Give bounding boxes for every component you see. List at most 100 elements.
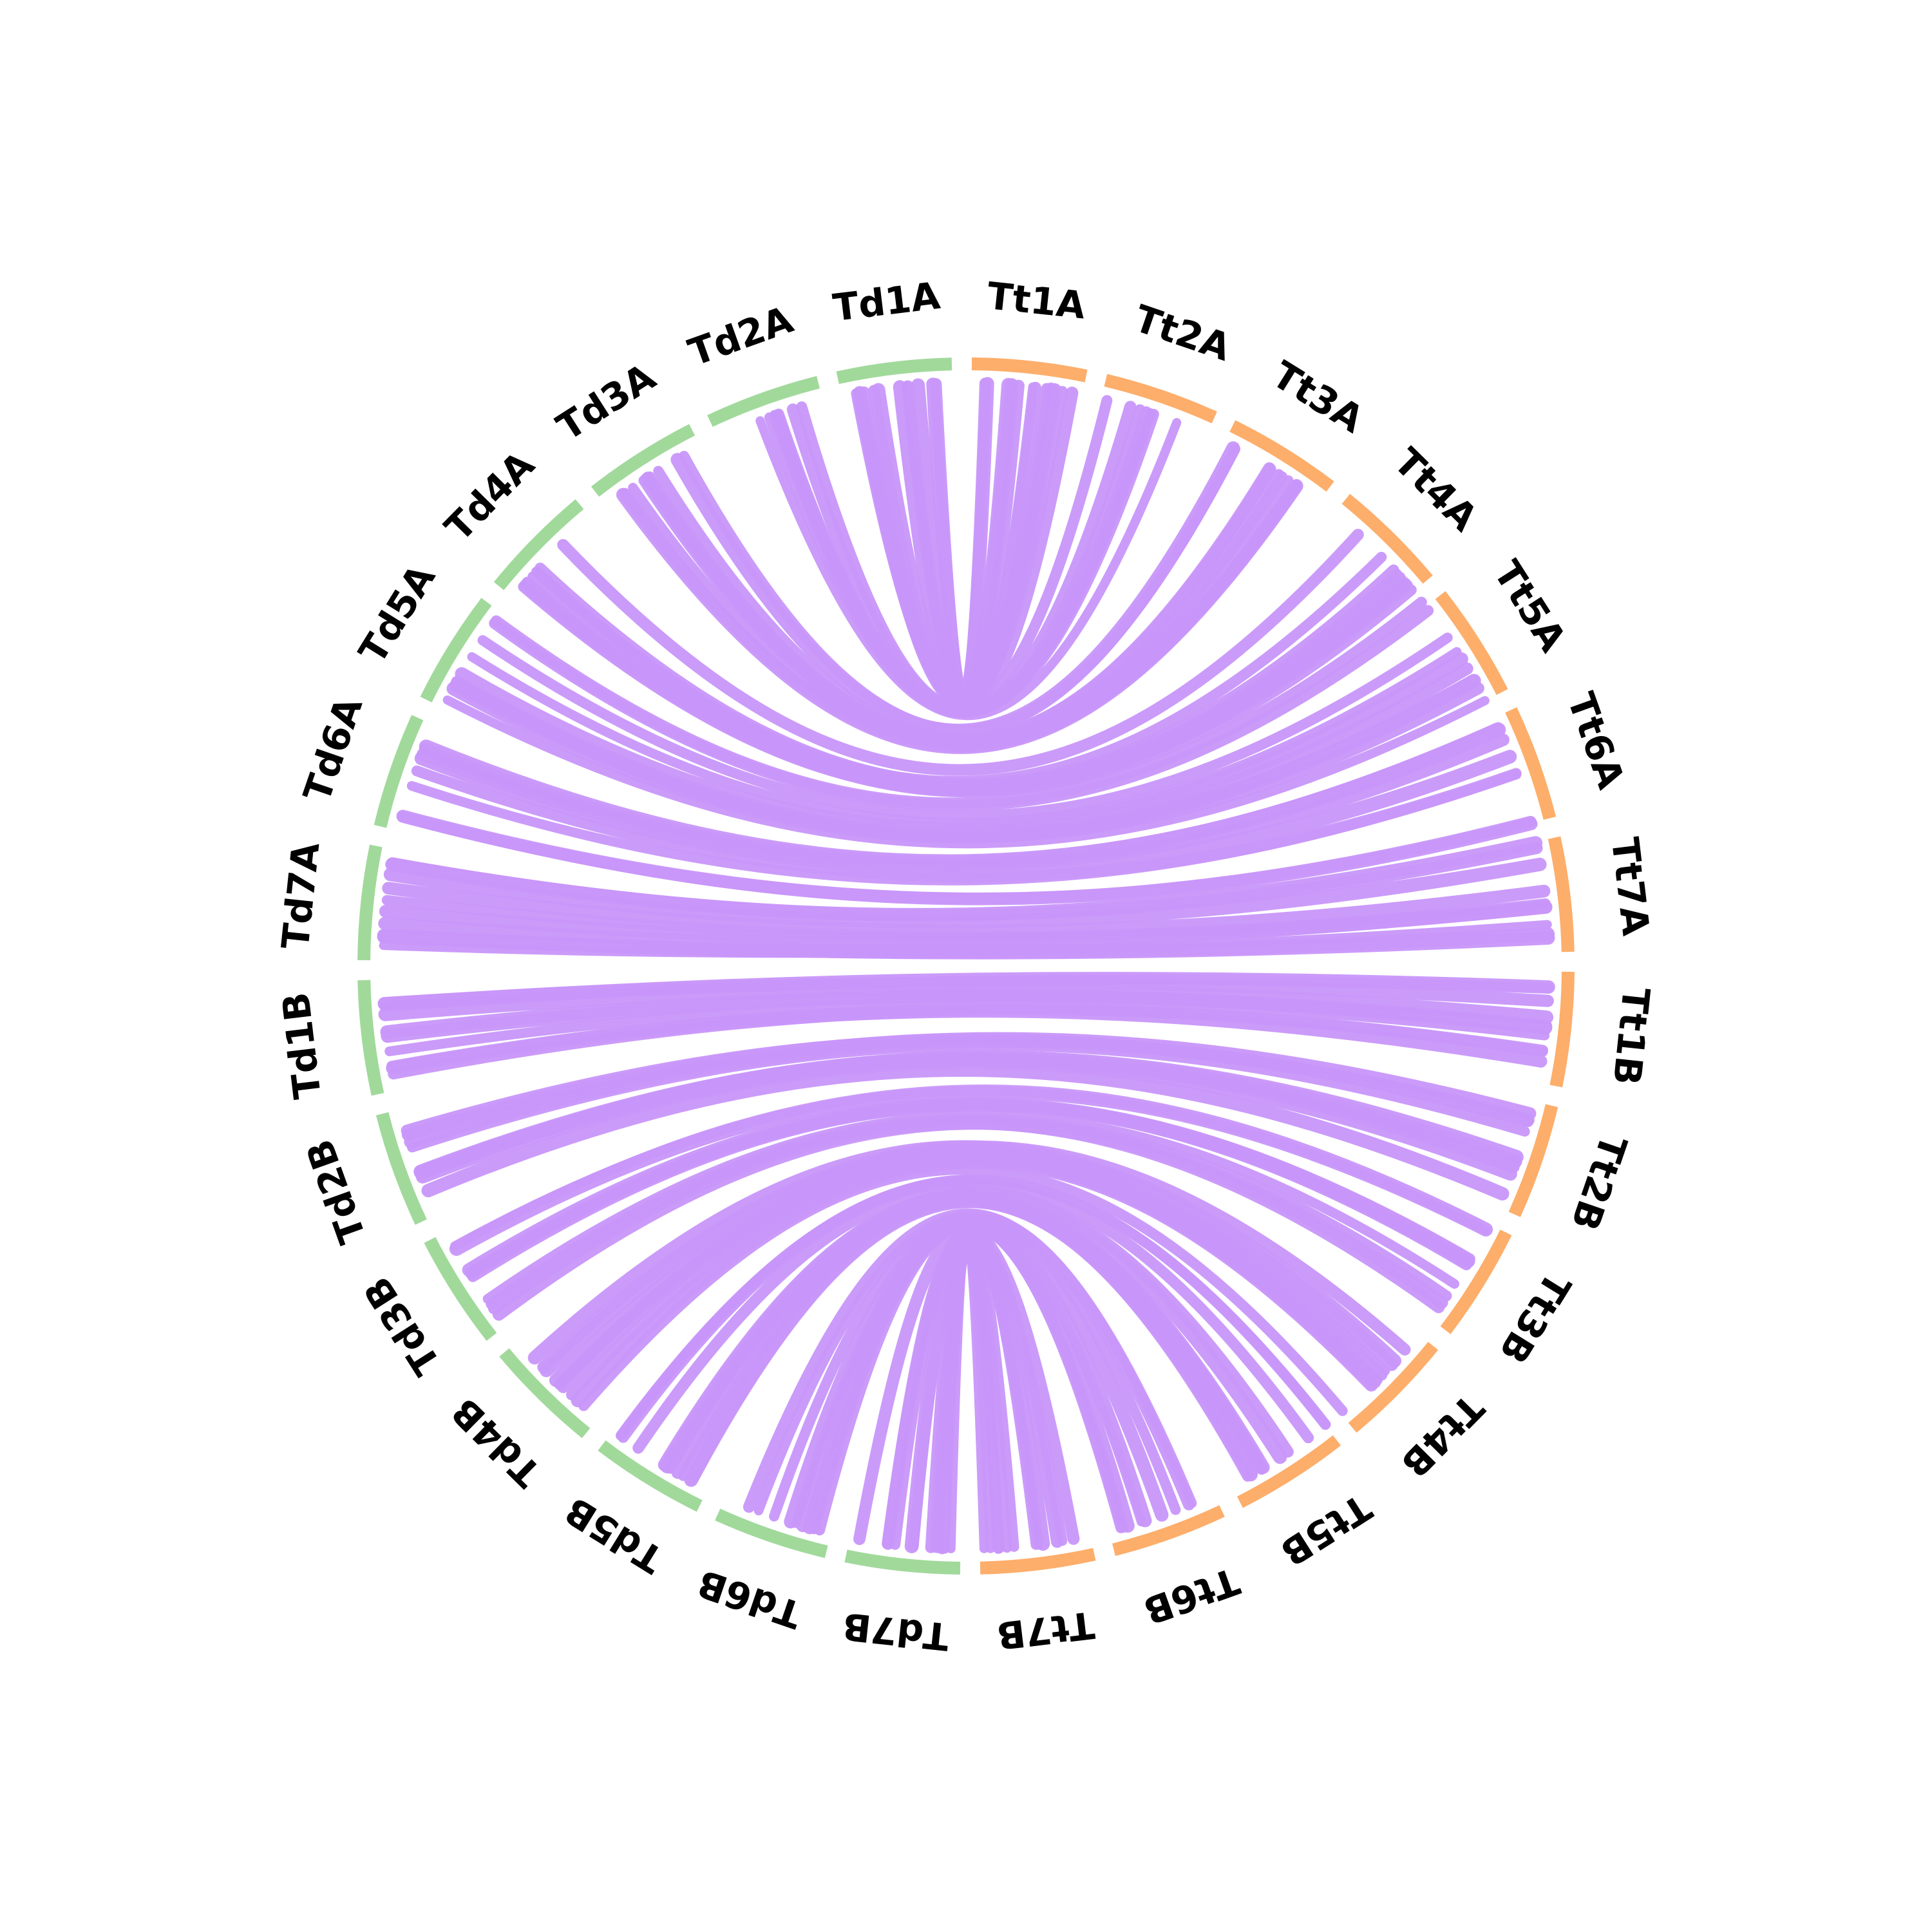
link-curve bbox=[796, 1215, 1152, 1533]
links-layer bbox=[377, 377, 1555, 1555]
segment-label-tt4a: Tt4A bbox=[1385, 440, 1486, 540]
segment-arc-tt7a bbox=[1548, 836, 1575, 952]
segment-label-td2b: Td2B bbox=[298, 1134, 375, 1249]
segments-layer bbox=[357, 357, 1575, 1575]
link-curve bbox=[383, 857, 1547, 929]
link-curve bbox=[381, 895, 1551, 942]
link-curve bbox=[377, 927, 1555, 959]
link-curve bbox=[796, 395, 1113, 713]
link-curve bbox=[384, 996, 1550, 1057]
segment-label-td2a: Td2A bbox=[683, 298, 799, 375]
segment-arc-td1b bbox=[357, 980, 384, 1096]
segment-label-tt1a: Tt1A bbox=[985, 274, 1088, 328]
link-curve bbox=[522, 576, 1413, 796]
link-curve bbox=[378, 981, 1554, 1025]
link-td3a-tt3a bbox=[616, 441, 1303, 754]
link-curve bbox=[442, 695, 1490, 849]
segment-arc-tt5a bbox=[1435, 591, 1508, 696]
link-curve bbox=[936, 1227, 1005, 1555]
segment-label-tt7b: Tt7B bbox=[994, 1603, 1097, 1658]
segment-label-td7b: Td7B bbox=[840, 1604, 951, 1659]
segment-label-td6a: Td6A bbox=[295, 692, 371, 807]
link-curve bbox=[486, 1114, 1452, 1310]
segment-label-td4b: Td4B bbox=[443, 1389, 550, 1495]
link-curve bbox=[753, 1210, 1197, 1516]
segment-label-tt4b: Tt4B bbox=[1392, 1386, 1492, 1486]
segment-arc-tt3b bbox=[1440, 1229, 1512, 1334]
link-td1b-tt1b bbox=[377, 971, 1555, 1080]
segment-arc-td6a bbox=[374, 715, 424, 828]
link-curve bbox=[414, 750, 1517, 877]
link-td7b-tt7b bbox=[853, 1223, 1080, 1555]
segment-arc-td1a bbox=[836, 357, 952, 384]
segment-label-td3a: Td3A bbox=[549, 355, 663, 450]
link-curve bbox=[571, 1155, 1378, 1408]
link-curve bbox=[539, 1144, 1399, 1378]
segment-label-tt5b: Tt5B bbox=[1273, 1485, 1379, 1575]
segment-label-tt2a: Tt2A bbox=[1129, 296, 1236, 370]
segment-label-tt6a: Tt6A bbox=[1558, 687, 1633, 795]
link-curve bbox=[397, 811, 1537, 905]
segment-arc-tt6a bbox=[1505, 707, 1557, 820]
segment-arc-tt6b bbox=[1112, 1505, 1225, 1557]
segment-label-tt2b: Tt2B bbox=[1562, 1129, 1635, 1236]
link-curve bbox=[421, 1063, 1510, 1201]
segment-arc-tt7b bbox=[980, 1548, 1096, 1575]
segment-arc-td5b bbox=[598, 1440, 703, 1512]
link-curve bbox=[616, 1174, 1331, 1441]
link-curve bbox=[641, 462, 1276, 746]
segment-arc-td2a bbox=[707, 375, 820, 427]
segment-label-tt5a: Tt5A bbox=[1485, 553, 1575, 659]
link-curve bbox=[414, 1050, 1524, 1180]
segment-arc-td4a bbox=[493, 499, 584, 591]
segment-arc-tt4a bbox=[1341, 493, 1433, 584]
link-td2a-tt2a bbox=[755, 395, 1182, 721]
link-td2b-tt2b bbox=[401, 1032, 1537, 1201]
segment-arc-tt2b bbox=[1508, 1104, 1558, 1217]
link-td7a-tt7a bbox=[377, 836, 1555, 960]
segment-label-td6b: Td6B bbox=[692, 1561, 807, 1637]
link-curve bbox=[378, 976, 1554, 1010]
link-curve bbox=[670, 441, 1240, 737]
segment-label-td3b: Td3B bbox=[355, 1269, 449, 1383]
segment-arc-tt4b bbox=[1348, 1341, 1439, 1433]
link-curve bbox=[477, 632, 1453, 821]
segment-label-td1a: Td1A bbox=[831, 274, 942, 330]
segment-arc-td3b bbox=[424, 1236, 497, 1341]
segment-arc-td7b bbox=[844, 1549, 961, 1575]
link-curve bbox=[616, 478, 1303, 754]
segment-label-td5b: Td5B bbox=[557, 1488, 671, 1582]
segment-arc-tt1b bbox=[1549, 971, 1575, 1088]
segment-label-tt1b: Tt1B bbox=[1604, 985, 1658, 1087]
link-td4a-tt4a bbox=[518, 529, 1417, 798]
link-curve bbox=[406, 770, 1522, 886]
link-curve bbox=[382, 882, 1551, 938]
link-curve bbox=[386, 1002, 1548, 1072]
segment-label-td5a: Td5A bbox=[350, 557, 444, 671]
segment-label-td4a: Td4A bbox=[437, 442, 543, 549]
segment-arc-td4b bbox=[499, 1348, 591, 1439]
segment-arc-tt2a bbox=[1104, 374, 1217, 424]
link-curve bbox=[449, 1084, 1493, 1256]
segment-label-tt3b: Tt3B bbox=[1491, 1265, 1580, 1371]
segment-arc-tt3a bbox=[1229, 420, 1334, 492]
link-curve bbox=[557, 529, 1364, 776]
link-curve bbox=[386, 842, 1543, 922]
link-curve bbox=[446, 674, 1481, 844]
segment-label-tt7a: Tt7A bbox=[1603, 835, 1658, 938]
link-curve bbox=[684, 1194, 1258, 1487]
link-td5a-tt5a bbox=[442, 596, 1490, 849]
segment-label-tt3a: Tt3A bbox=[1265, 352, 1372, 441]
link-td6a-tt6a bbox=[396, 722, 1538, 905]
link-td5b-tt5b bbox=[616, 1174, 1331, 1487]
segment-label-tt6b: Tt6B bbox=[1138, 1559, 1245, 1633]
segment-arc-td7a bbox=[357, 844, 383, 961]
segment-arc-td5a bbox=[420, 598, 492, 703]
segment-label-td7a: Td7A bbox=[273, 840, 328, 952]
link-curve bbox=[490, 596, 1427, 809]
segment-arc-tt1a bbox=[971, 357, 1088, 383]
segment-label-td1b: Td1B bbox=[274, 990, 330, 1101]
link-td4b-tt4b bbox=[527, 1140, 1411, 1416]
